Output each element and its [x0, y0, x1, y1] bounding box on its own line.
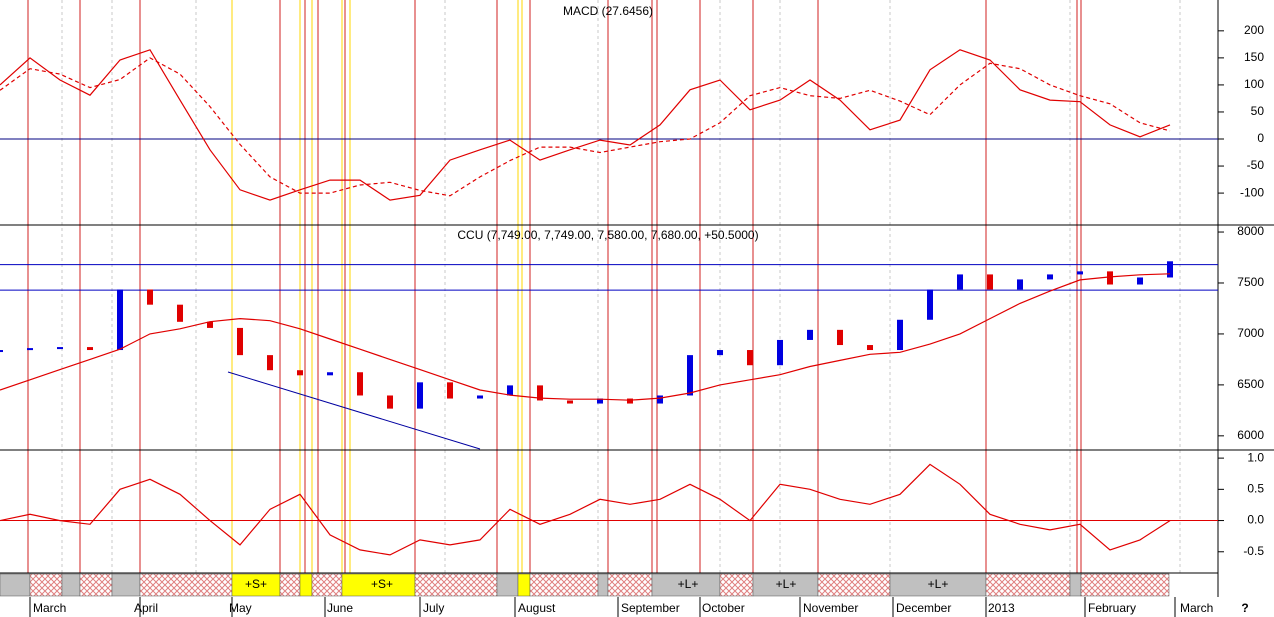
candle — [987, 274, 993, 290]
candle — [657, 395, 663, 404]
band-label: +L+ — [678, 577, 699, 591]
y-tick-label: -100 — [1240, 185, 1264, 199]
candle — [477, 395, 483, 399]
candle — [117, 289, 123, 351]
candle — [867, 345, 873, 351]
candle — [177, 304, 183, 322]
month-label: June — [327, 601, 353, 615]
timeline — [0, 573, 1170, 597]
month-label: October — [702, 601, 745, 615]
candle — [1017, 279, 1023, 290]
event-lines — [27, 0, 1181, 573]
candle — [927, 289, 933, 320]
corner-label: ? — [1241, 601, 1248, 615]
candle — [777, 339, 783, 366]
candle — [147, 289, 153, 305]
y-tick-label: 1.0 — [1247, 450, 1264, 464]
candle — [717, 350, 723, 356]
month-label: April — [134, 601, 158, 615]
band-label: +L+ — [928, 577, 949, 591]
month-label: March — [33, 601, 66, 615]
month-label: May — [229, 601, 252, 615]
month-label: December — [896, 601, 951, 615]
candle — [1167, 261, 1173, 278]
candle — [1107, 271, 1113, 285]
band-label: +S+ — [245, 577, 267, 591]
month-label: March — [1180, 601, 1213, 615]
candle — [447, 382, 453, 399]
candle — [1077, 271, 1083, 275]
candle — [57, 347, 63, 350]
y-tick-label: 0.0 — [1247, 513, 1264, 527]
candle — [597, 398, 603, 404]
candle — [537, 385, 543, 401]
month-label: February — [1088, 601, 1136, 615]
candle — [0, 350, 3, 353]
band-label: +S+ — [371, 577, 393, 591]
candle — [207, 321, 213, 328]
candle — [897, 319, 903, 351]
y-tick-label: 0 — [1257, 131, 1264, 145]
candle — [807, 329, 813, 340]
candle — [1047, 274, 1053, 280]
candle — [297, 370, 303, 376]
trend-line — [227, 371, 481, 450]
candle — [387, 395, 393, 409]
y-tick-label: 50 — [1251, 104, 1265, 118]
price-title: CCU (7,749.00, 7,749.00, 7,580.00, 7,680… — [457, 228, 758, 242]
month-ticks — [29, 597, 1176, 617]
y-tick-label: 100 — [1244, 77, 1264, 91]
candle — [237, 327, 243, 356]
y-tick-label: 7000 — [1237, 326, 1264, 340]
y-tick-label: -0.5 — [1243, 544, 1264, 558]
y-tick-label: 6000 — [1237, 428, 1264, 442]
month-label: September — [621, 601, 680, 615]
y-tick-label: 7500 — [1237, 275, 1264, 289]
panel-frames — [0, 0, 1274, 597]
series-line — [0, 49, 1171, 201]
macd-title: MACD (27.6456) — [563, 4, 653, 18]
series-line — [0, 273, 1171, 401]
candle — [687, 355, 693, 396]
candle — [267, 355, 273, 371]
month-label: July — [423, 601, 444, 615]
candle — [957, 274, 963, 290]
band-label: +L+ — [776, 577, 797, 591]
month-label: November — [803, 601, 858, 615]
y-tick-label: 150 — [1244, 50, 1264, 64]
month-label: August — [518, 601, 556, 615]
month-label: 2013 — [988, 601, 1015, 615]
candle — [627, 398, 633, 404]
series-line — [0, 463, 1171, 556]
y-tick-label: 200 — [1244, 23, 1264, 37]
candle — [567, 400, 573, 404]
candle — [357, 372, 363, 396]
y-tick-label: 6500 — [1237, 377, 1264, 391]
series-line — [0, 57, 1171, 197]
y-tick-label: 0.5 — [1247, 482, 1264, 496]
y-tick-label: -50 — [1247, 158, 1265, 172]
candle — [27, 348, 33, 351]
y-tick-label: 8000 — [1237, 224, 1264, 238]
candle — [837, 329, 843, 346]
candle — [507, 385, 513, 396]
candle — [327, 372, 333, 376]
candle — [87, 347, 93, 351]
candle — [417, 382, 423, 409]
candle — [747, 350, 753, 366]
candle — [1137, 277, 1143, 285]
